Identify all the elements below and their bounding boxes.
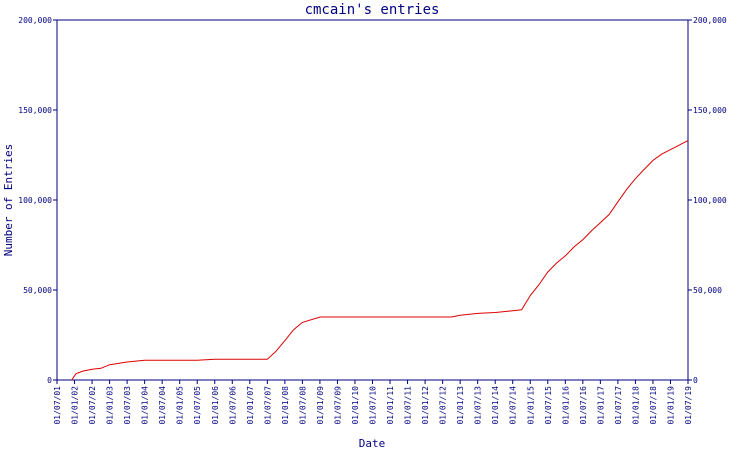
y-tick-label-right: 100,000: [693, 196, 727, 205]
plot-frame: [56, 19, 689, 381]
x-tick-label: 01/01/08: [281, 386, 290, 425]
series: [71, 140, 689, 381]
x-tick-label: 01/07/17: [614, 386, 623, 425]
y-axis-label: Number of Entries: [2, 144, 15, 257]
x-ticks: 01/07/01 01/01/02 01/07/02 01/01/03 01/07/03…: [53, 380, 693, 425]
x-tick-label: 01/01/15: [526, 386, 535, 425]
series-line: [71, 140, 689, 381]
x-tick-label: 01/07/11: [404, 386, 413, 425]
y-tick-label-right: 0: [693, 376, 698, 385]
x-tick-label: 01/01/07: [246, 386, 255, 425]
x-tick-label: 01/07/14: [509, 386, 518, 425]
x-tick-label: 01/07/03: [123, 386, 132, 425]
x-tick-label: 01/07/16: [579, 386, 588, 425]
x-tick-label: 01/01/16: [561, 386, 570, 425]
y-tick-label-left: 50,000: [23, 286, 52, 295]
y-tick-label-left: 150,000: [18, 106, 52, 115]
y-tick-label-right: 150,000: [693, 106, 727, 115]
x-tick-label: 01/07/08: [298, 386, 307, 425]
x-tick-label: 01/01/18: [631, 386, 640, 425]
x-tick-label: 01/07/04: [158, 386, 167, 425]
x-tick-label: 01/07/06: [228, 386, 237, 425]
x-tick-label: 01/01/09: [316, 386, 325, 425]
x-tick-label: 01/01/05: [176, 386, 185, 425]
x-tick-label: 01/01/13: [456, 386, 465, 425]
x-tick-label: 01/01/03: [106, 386, 115, 425]
x-tick-label: 01/01/02: [71, 386, 80, 425]
x-tick-label: 01/07/02: [88, 386, 97, 425]
x-tick-label: 01/01/06: [211, 386, 220, 425]
chart-title: cmcain's entries: [305, 2, 440, 18]
y-tick-label-left: 200,000: [18, 16, 52, 25]
y-ticks: 0 0 50,000 50,000 100,000 100,000 150,000 150,0…: [18, 16, 727, 385]
x-tick-label: 01/01/04: [141, 386, 150, 425]
x-axis-label: Date: [359, 437, 386, 450]
x-tick-label: 01/01/19: [666, 386, 675, 425]
x-tick-label: 01/07/10: [369, 386, 378, 425]
x-tick-label: 01/07/05: [193, 386, 202, 425]
x-tick-label: 01/07/12: [439, 386, 448, 425]
x-tick-label: 01/01/12: [421, 386, 430, 425]
y-tick-label-left: 100,000: [18, 196, 52, 205]
x-tick-label: 01/07/13: [474, 386, 483, 425]
x-tick-label: 01/01/14: [491, 386, 500, 425]
plot-border: [56, 19, 689, 381]
y-tick-label-right: 50,000: [693, 286, 722, 295]
y-tick-label-right: 200,000: [693, 16, 727, 25]
x-tick-label: 01/07/07: [263, 386, 272, 425]
x-tick-label: 01/07/09: [333, 386, 342, 425]
x-tick-label: 01/01/11: [386, 386, 395, 425]
x-tick-label: 01/07/18: [649, 386, 658, 425]
x-tick-label: 01/01/10: [351, 386, 360, 425]
x-tick-label: 01/07/01: [53, 386, 62, 425]
x-tick-label: 01/07/19: [684, 386, 693, 425]
y-tick-label-left: 0: [47, 376, 52, 385]
x-tick-label: 01/07/15: [544, 386, 553, 425]
x-tick-label: 01/01/17: [596, 386, 605, 425]
